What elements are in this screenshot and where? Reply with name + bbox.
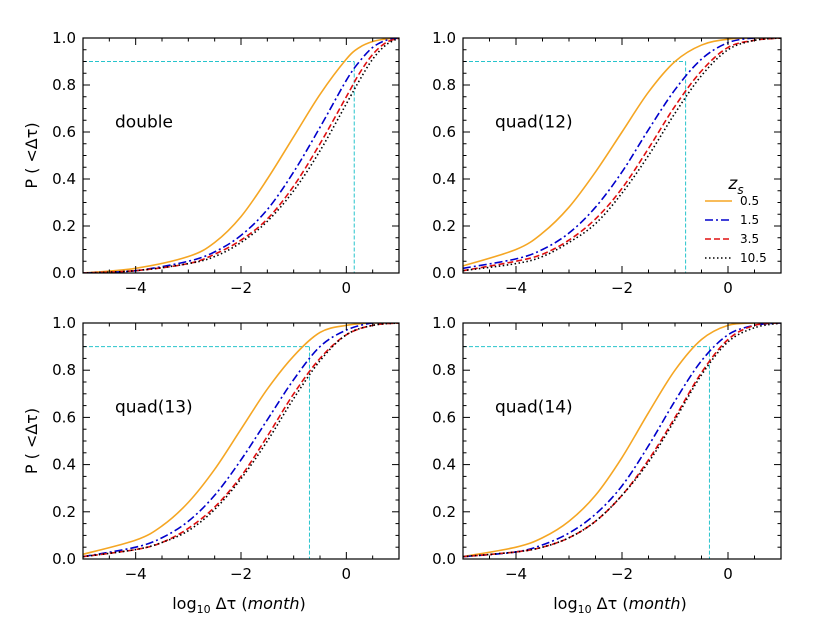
y-tick-label: 0.8 (52, 361, 76, 379)
x-axis-label-unit: month (629, 594, 681, 613)
series-line-z10_5 (83, 323, 399, 558)
series-line-z1_5 (463, 38, 781, 270)
y-tick-label: 1.0 (52, 314, 76, 332)
series-group (83, 323, 399, 558)
panel-frame (462, 37, 782, 274)
series-line-z1_5 (83, 323, 399, 558)
series-line-z0_5 (83, 38, 399, 273)
x-axis-label-suffix: ) (300, 594, 306, 613)
panel-label: double (115, 112, 173, 132)
panel-label: quad(12) (495, 112, 573, 132)
y-tick-label: 0.4 (52, 170, 76, 188)
panel-4: −4 −2 0 0.0 0.2 0.4 0.6 0.8 1.0 quad(14) log10 Δτ … (432, 314, 782, 616)
y-tick-label: 0.6 (432, 123, 456, 141)
series-line-z0_5 (463, 323, 781, 558)
series-line-z3_5 (463, 38, 781, 272)
panel-frame (462, 322, 782, 560)
y-tick-label: 1.0 (432, 29, 456, 47)
x-axis-label-unit: month (248, 594, 300, 613)
series-group (83, 38, 399, 273)
y-axis-label: P ( <Δτ) (22, 408, 41, 474)
series-line-z0_5 (83, 323, 399, 556)
panel-label: quad(14) (495, 398, 573, 418)
x-tick-label: 0 (342, 279, 352, 297)
y-tick-label: 0.2 (52, 503, 76, 521)
y-tick-label: 0.6 (52, 408, 76, 426)
series-line-z10_5 (463, 38, 781, 272)
panel-frame (82, 322, 400, 560)
y-tick-label: 0.8 (52, 76, 76, 94)
y-tick-label: 0.0 (432, 264, 456, 282)
x-tick-label: −2 (611, 565, 633, 583)
legend-title: zs (727, 174, 743, 197)
legend-entry-label: 1.5 (740, 213, 759, 227)
x-tick-label: −4 (125, 565, 147, 583)
panel-frame (82, 37, 400, 274)
series-line-z0_5 (463, 38, 781, 267)
x-tick-label: 0 (723, 565, 733, 583)
y-tick-label: 0.4 (52, 456, 76, 474)
y-tick-label: 0.4 (432, 456, 456, 474)
legend-entry-label: 0.5 (740, 194, 759, 208)
y-tick-label: 1.0 (52, 29, 76, 47)
series-group (463, 38, 781, 272)
panel-label: quad(13) (115, 398, 193, 418)
y-tick-label: 0.6 (432, 408, 456, 426)
legend-title-subscript: s (737, 183, 743, 197)
series-line-z1_5 (463, 323, 781, 558)
x-tick-label: −4 (505, 279, 527, 297)
x-axis-label-mid: Δτ ( (592, 594, 629, 613)
y-tick-label: 0.8 (432, 361, 456, 379)
x-tick-label: −2 (611, 279, 633, 297)
legend-title-base: z (727, 174, 738, 194)
y-tick-label: 0.2 (432, 503, 456, 521)
x-tick-label: 0 (342, 565, 352, 583)
x-tick-label: 0 (723, 279, 733, 297)
y-tick-label: 0.0 (52, 264, 76, 282)
x-tick-label: −4 (125, 279, 147, 297)
panel-2: −4 −2 0 0.0 0.2 0.4 0.6 0.8 1.0 quad(12) zs0.5 1.5 3… (432, 29, 782, 297)
x-axis-label-subscript: 10 (578, 603, 592, 616)
x-axis-label-prefix: log (553, 594, 577, 613)
series-line-z3_5 (83, 323, 399, 558)
x-tick-label: −2 (230, 565, 252, 583)
x-axis-label: log10 Δτ (month) (553, 594, 687, 616)
y-tick-label: 0.8 (432, 76, 456, 94)
legend: zs0.5 1.5 3.5 10.5 (705, 174, 767, 265)
series-line-z3_5 (463, 323, 781, 558)
y-tick-label: 0.2 (52, 217, 76, 235)
y-tick-label: 1.0 (432, 314, 456, 332)
y-tick-label: 0.4 (432, 170, 456, 188)
y-axis-label: P ( <Δτ) (22, 122, 41, 188)
panel-3: −4 −2 0 0.0 0.2 0.4 0.6 0.8 1.0 quad(13) P ( <Δτ) l… (22, 314, 400, 616)
legend-entry-label: 10.5 (740, 251, 767, 265)
y-tick-label: 0.0 (52, 550, 76, 568)
x-axis-label-suffix: ) (681, 594, 687, 613)
x-axis-label-mid: Δτ ( (211, 594, 248, 613)
x-axis-label-prefix: log (172, 594, 196, 613)
series-line-z3_5 (83, 38, 399, 273)
x-tick-label: −4 (505, 565, 527, 583)
x-axis-label: log10 Δτ (month) (172, 594, 306, 616)
panel-1: −4 −2 0 0.0 0.2 0.4 0.6 0.8 1.0 double P ( <Δτ) (22, 29, 400, 297)
x-axis-label-subscript: 10 (197, 603, 211, 616)
y-tick-label: 0.6 (52, 123, 76, 141)
y-tick-label: 0.2 (432, 217, 456, 235)
series-line-z1_5 (83, 38, 399, 273)
legend-entry-label: 3.5 (740, 232, 759, 246)
series-group (463, 323, 781, 558)
x-tick-label: −2 (230, 279, 252, 297)
series-line-z10_5 (83, 38, 399, 273)
series-line-z10_5 (463, 323, 781, 558)
y-tick-label: 0.0 (432, 550, 456, 568)
